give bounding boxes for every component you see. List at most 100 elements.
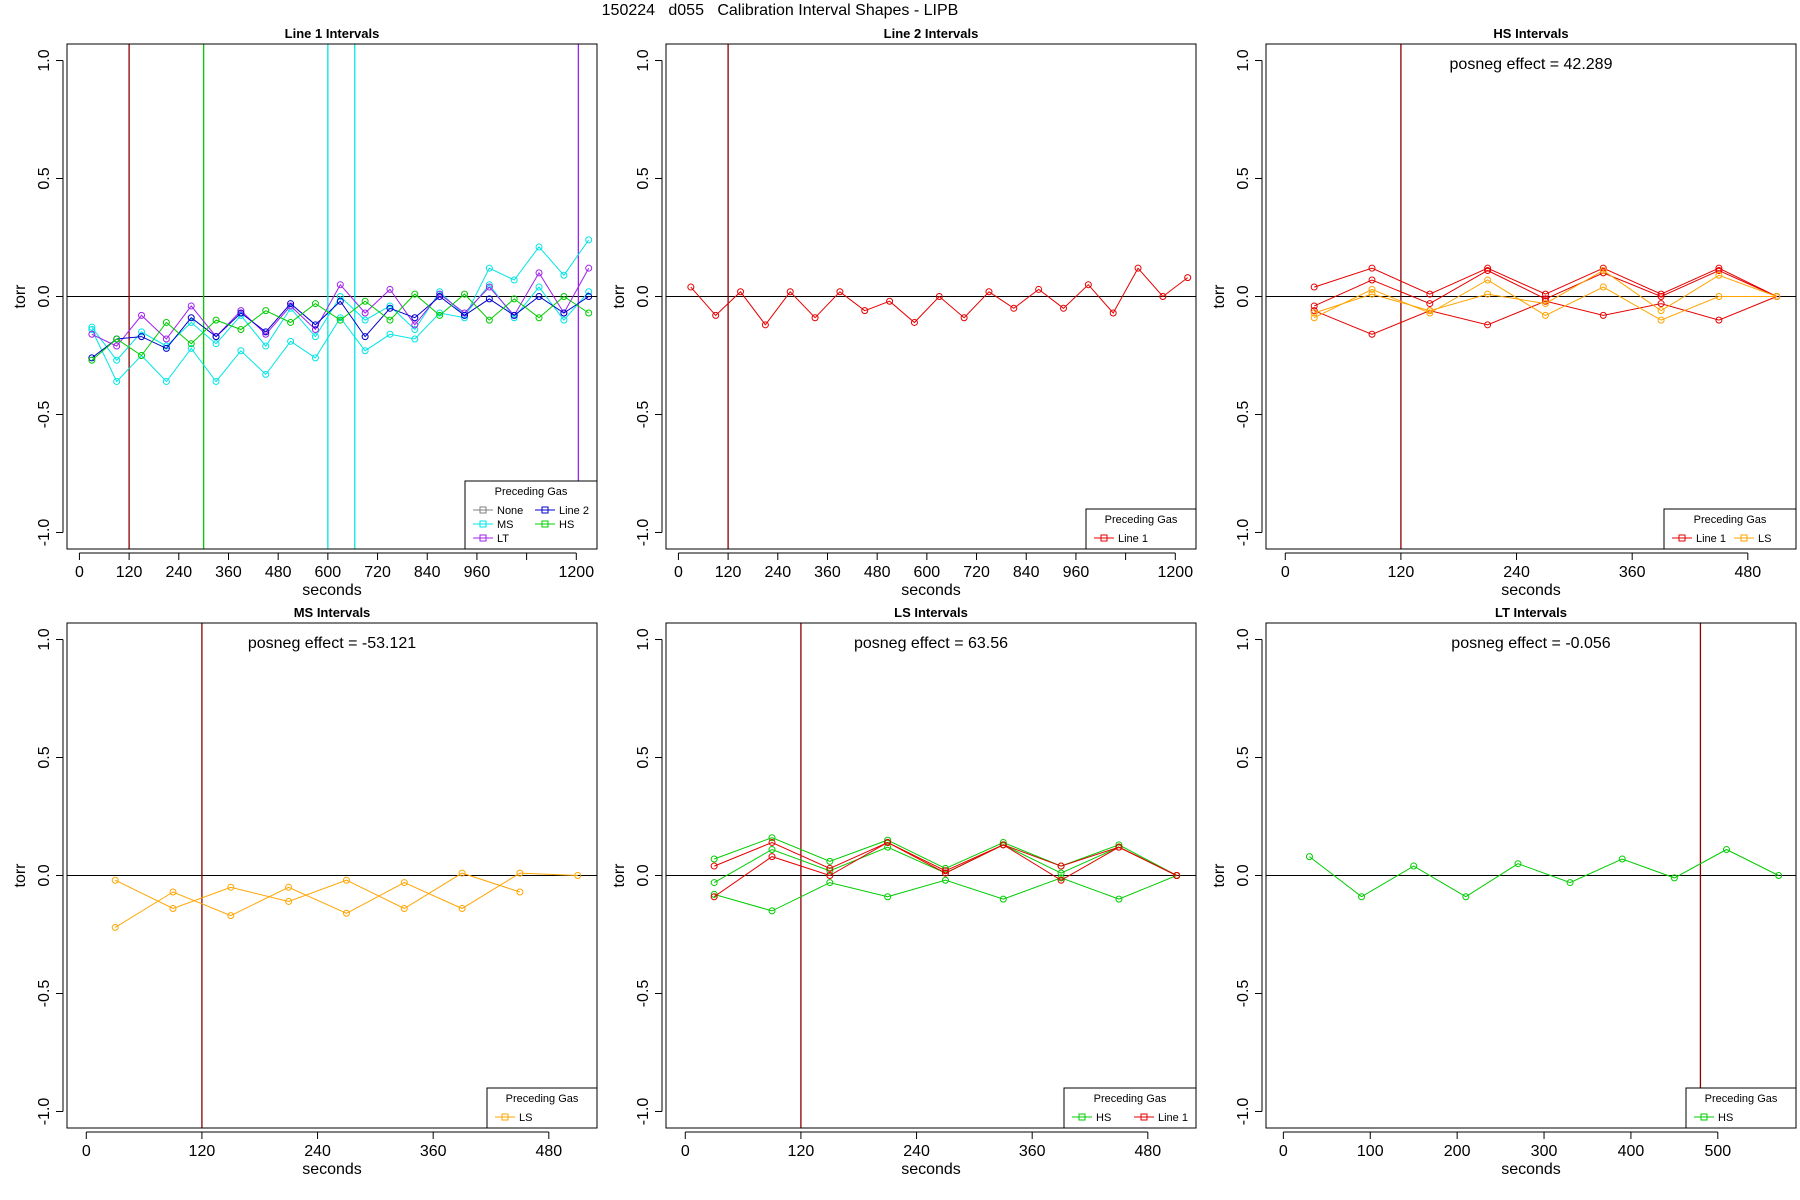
data-point: [311, 354, 319, 362]
legend-swatch-marker: [501, 1113, 509, 1121]
data-point: [285, 883, 293, 891]
data-point: [861, 307, 869, 315]
y-axis: -1.0 -0.5 0.0 0.5 1.0 torr: [611, 49, 663, 546]
y-tick-label: 0.0: [635, 864, 652, 886]
panel-3: HS Intervals 0 120 240 360 480 seconds -1.0 -0.5…: [1211, 26, 1797, 599]
y-tick-label: 1.0: [1235, 49, 1252, 71]
y-tick-label: -1.0: [635, 1098, 652, 1126]
data-point: [1541, 300, 1549, 308]
data-point: [510, 311, 518, 319]
data-point: [287, 318, 295, 326]
data-point: [1715, 271, 1723, 279]
legend: Preceding Gas None Line 2 MS HS LT: [464, 480, 598, 550]
panel-title: LT Intervals: [1495, 605, 1567, 620]
legend-swatch-marker: [1678, 534, 1686, 542]
data-point: [535, 283, 543, 291]
series-line: [1314, 269, 1777, 314]
data-point: [1115, 843, 1123, 851]
data-point: [138, 351, 146, 359]
panel-title: HS Intervals: [1493, 26, 1568, 41]
x-tick-label: 1200: [559, 564, 595, 581]
panel-title: MS Intervals: [294, 605, 371, 620]
legend-entry-label: LT: [497, 533, 509, 545]
y-axis: -1.0 -0.5 0.0 0.5 1.0 torr: [1211, 49, 1263, 546]
data-point: [212, 316, 220, 324]
x-tick-label: 840: [414, 564, 441, 581]
series-line: [114, 872, 521, 910]
x-axis-label: seconds: [302, 1161, 362, 1178]
data-point: [262, 328, 270, 336]
data-point: [400, 879, 408, 887]
data-point: [1484, 267, 1492, 275]
data-point: [585, 293, 593, 300]
legend-entry-label: Line 1: [1158, 1112, 1188, 1124]
legend-entry-label: LS: [519, 1112, 532, 1124]
data-point: [1426, 300, 1434, 308]
data-point: [113, 342, 121, 350]
x-tick-label: 100: [1357, 1143, 1384, 1160]
data-point: [1599, 267, 1607, 275]
data-point: [761, 321, 769, 329]
y-axis-label: torr: [12, 863, 29, 888]
data-point: [162, 318, 170, 326]
data-point: [162, 342, 170, 350]
data-point: [485, 316, 493, 324]
data-point: [1715, 316, 1723, 324]
legend-box: [1063, 1087, 1197, 1129]
data-point: [710, 855, 718, 863]
x-tick-label: 480: [265, 564, 292, 581]
figure-title: 150224 d055 Calibration Interval Shapes …: [601, 2, 959, 19]
data-point: [361, 309, 369, 317]
data-point: [884, 838, 892, 846]
x-axis-label: seconds: [1501, 582, 1561, 599]
x-axis: 0 120 240 360 480 600 720 840 960 1200 seconds: [75, 552, 595, 599]
data-point: [768, 907, 776, 915]
data-point: [560, 271, 568, 279]
y-tick-label: -1.0: [36, 519, 53, 547]
legend: Preceding Gas Line 1: [1085, 508, 1197, 550]
data-point: [560, 293, 568, 300]
series-line: [714, 841, 1177, 876]
legend-swatch-marker: [541, 520, 549, 528]
data-point: [585, 236, 593, 244]
x-tick-label: 600: [315, 564, 342, 581]
data-point: [1358, 893, 1366, 901]
data-point: [1057, 862, 1065, 870]
legend: Preceding Gas HS: [1685, 1087, 1797, 1129]
data-point: [138, 328, 146, 336]
data-point: [1310, 302, 1318, 310]
y-tick-label: 0.5: [635, 167, 652, 189]
data-point: [1010, 304, 1018, 312]
x-axis: 0 100 200 300 400 500 seconds: [1279, 1131, 1731, 1178]
data-point: [227, 912, 235, 920]
x-tick-label: 120: [116, 564, 143, 581]
y-tick-label: 0.5: [36, 746, 53, 768]
data-point: [311, 321, 319, 329]
y-tick-label: -0.5: [36, 401, 53, 429]
y-tick-label: -0.5: [36, 980, 53, 1008]
data-point: [336, 293, 344, 300]
x-tick-label: 720: [963, 564, 990, 581]
x-axis-label: seconds: [1501, 1161, 1561, 1178]
data-point: [342, 909, 350, 917]
data-point: [411, 290, 419, 298]
data-point: [884, 893, 892, 901]
data-point: [113, 335, 121, 343]
data-point: [485, 283, 493, 291]
y-tick-label: -0.5: [1235, 401, 1252, 429]
data-point: [1368, 330, 1376, 338]
data-point: [811, 314, 819, 322]
data-point: [1057, 876, 1065, 884]
series-line: [690, 267, 1189, 326]
data-point: [1368, 290, 1376, 298]
legend-box: [1085, 508, 1197, 550]
y-tick-label: 1.0: [1235, 628, 1252, 650]
y-tick-label: 1.0: [36, 49, 53, 71]
data-point: [311, 333, 319, 341]
x-tick-label: 120: [189, 1143, 216, 1160]
data-point: [361, 316, 369, 324]
legend-title: Preceding Gas: [1094, 1093, 1167, 1105]
data-point: [884, 836, 892, 844]
y-tick-label: 1.0: [36, 628, 53, 650]
x-axis: 0 120 240 360 480 seconds: [82, 1131, 562, 1178]
